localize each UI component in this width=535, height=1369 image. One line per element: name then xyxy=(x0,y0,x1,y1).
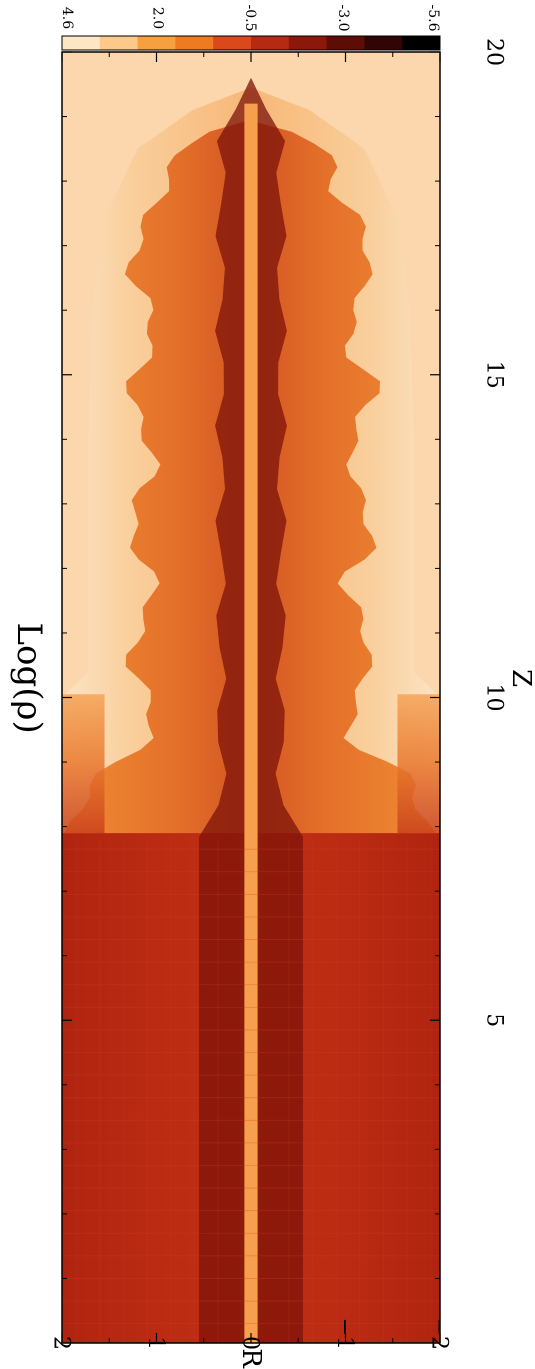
colorbar-label: -5.6 xyxy=(425,5,441,32)
colorbar-block xyxy=(137,36,176,50)
density-field xyxy=(62,52,440,1343)
y-tick-label: −2 xyxy=(426,1318,451,1350)
colorbar-block xyxy=(62,36,101,50)
colorbar-block xyxy=(251,36,290,50)
colorbar-block xyxy=(99,36,139,50)
axis-ticks xyxy=(61,51,441,1343)
x-tick-label: 5 xyxy=(481,1013,506,1027)
colorbar-blocks xyxy=(61,35,441,51)
colorbar-block xyxy=(326,36,365,50)
colorbar-label: -0.5 xyxy=(242,5,258,32)
colorbar-block xyxy=(364,36,403,50)
colorbar-labels: 4.6 2.0 -0.5 -3.0 -5.6 xyxy=(59,5,441,32)
inlet-shear-left xyxy=(62,694,105,834)
colorbar-block xyxy=(213,36,252,50)
y-axis-label: R xyxy=(236,1348,266,1369)
colorbar-block xyxy=(288,36,328,50)
x-tick-label: 10 xyxy=(481,684,506,712)
y-tick-label: −1 xyxy=(332,1318,357,1350)
colorbar-frame xyxy=(61,35,441,51)
colorbar: 4.6 2.0 -0.5 -3.0 -5.6 xyxy=(59,5,441,51)
y-tick-label: 1 xyxy=(143,1336,168,1350)
colorbar-block xyxy=(175,36,214,50)
x-axis-label: Z xyxy=(506,669,535,687)
y-tick-label: 2 xyxy=(48,1336,73,1350)
colorbar-label: 4.6 xyxy=(59,7,75,29)
x-tick-label: 20 xyxy=(481,38,506,66)
x-tick-label: 15 xyxy=(481,361,506,389)
chart-title: Log(ρ) xyxy=(9,622,49,733)
colorbar-label: -3.0 xyxy=(335,5,351,32)
jet-axis-core xyxy=(244,103,258,1343)
colorbar-block xyxy=(402,36,441,50)
colorbar-label: 2.0 xyxy=(149,7,165,29)
body-ripples xyxy=(62,839,440,1343)
inlet-shear-right xyxy=(397,694,440,834)
y-tick-label: 0 xyxy=(237,1336,262,1350)
